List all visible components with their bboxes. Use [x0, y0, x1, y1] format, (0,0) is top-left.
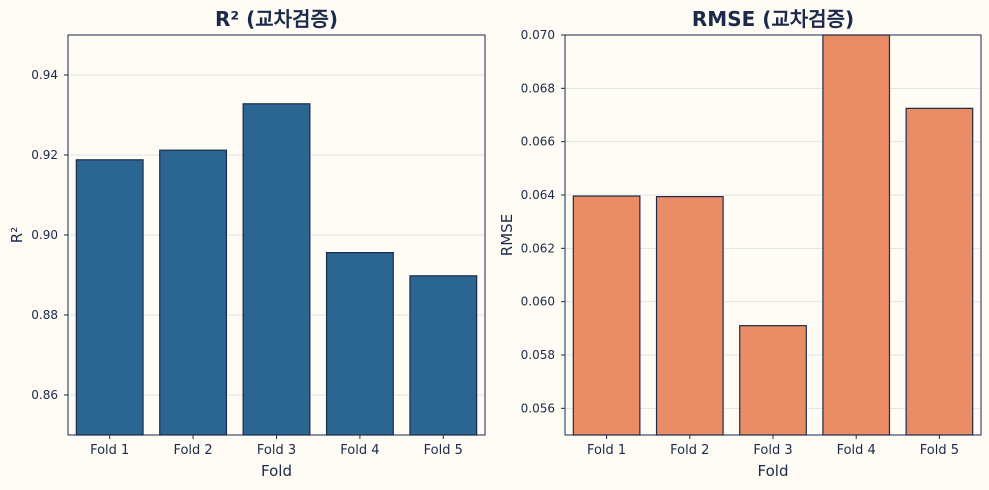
y-tick-label: 0.062: [521, 241, 555, 255]
bar-fold-3: [242, 103, 311, 436]
x-tick-label: Fold 1: [587, 443, 626, 458]
bar-fold-4: [325, 252, 394, 436]
y-tick-label: 0.90: [31, 228, 58, 242]
y-tick-label: 0.066: [521, 135, 555, 149]
x-tick-label: Fold 2: [173, 443, 212, 458]
x-tick-label: Fold 2: [670, 443, 709, 458]
y-tick-label: 0.070: [521, 28, 555, 42]
x-tick-label: Fold 4: [837, 443, 876, 458]
x-tick-label: Fold 5: [920, 443, 959, 458]
y-axis-label: RMSE: [498, 214, 516, 256]
bar-fold-2: [159, 149, 228, 436]
y-tick-label: 0.94: [31, 68, 58, 82]
y-tick-label: 0.056: [521, 401, 555, 415]
bar-fold-2: [655, 196, 724, 436]
y-tick-label: 0.92: [31, 148, 58, 162]
chart-panel-1: 0.86 0.88 0.90 0.92 0.94 Fold 1 Fold 2 Fold 3 Fo…: [8, 7, 486, 480]
x-tick-label: Fold 5: [424, 443, 463, 458]
y-tick-label: 0.058: [521, 348, 555, 362]
x-axis-label: Fold: [261, 462, 292, 480]
chart-panel-2: 0.056 0.058 0.060 0.062 0.064 0.066 0.068 0.070…: [498, 7, 982, 480]
x-tick-label: Fold 1: [90, 443, 129, 458]
y-axis-label: R²: [8, 227, 26, 243]
bar-fold-1: [572, 195, 641, 436]
y-tick-label: 0.86: [31, 388, 58, 402]
x-tick-label: Fold 4: [340, 443, 379, 458]
x-axis-label: Fold: [758, 462, 789, 480]
y-tick-label: 0.068: [521, 81, 555, 95]
bar-fold-4: [822, 34, 891, 436]
y-tick-label: 0.88: [31, 308, 58, 322]
x-tick-label: Fold 3: [257, 443, 296, 458]
bar-fold-5: [409, 275, 478, 436]
bar-fold-5: [905, 107, 974, 436]
bar-fold-3: [739, 325, 807, 436]
chart-title: RMSE (교차검증): [692, 7, 854, 31]
y-tick-label: 0.060: [521, 295, 555, 309]
y-tick-label: 0.064: [521, 188, 555, 202]
bar-fold-1: [75, 159, 144, 436]
x-tick-label: Fold 3: [753, 443, 792, 458]
chart-title: R² (교차검증): [215, 7, 338, 31]
